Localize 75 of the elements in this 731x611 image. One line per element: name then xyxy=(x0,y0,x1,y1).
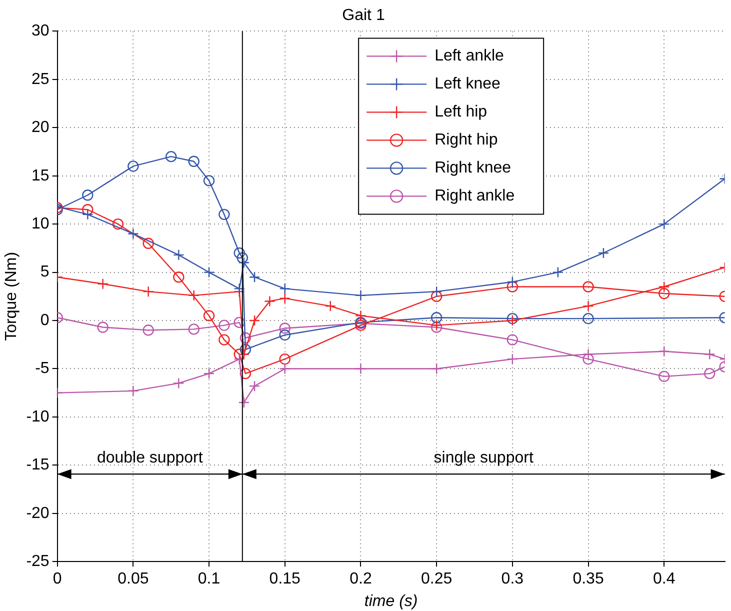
point xyxy=(240,344,252,356)
point xyxy=(218,334,230,346)
legend-label: Left ankle xyxy=(434,48,504,65)
x-tick-label: 0.35 xyxy=(572,570,604,588)
point xyxy=(166,150,177,162)
annotation: single support xyxy=(434,449,534,466)
point xyxy=(234,316,245,328)
point xyxy=(279,353,290,365)
x-tick-label: 0 xyxy=(52,570,62,588)
point xyxy=(430,312,442,324)
point xyxy=(173,272,184,283)
annotation: double support xyxy=(96,449,204,466)
legend-label: Right ankle xyxy=(434,188,515,205)
point xyxy=(188,324,200,335)
point xyxy=(218,208,230,220)
point xyxy=(248,380,260,392)
y-tick-label: 20 xyxy=(32,119,50,136)
x-tick-label: 0.05 xyxy=(118,570,149,588)
legend-label: Left hip xyxy=(434,104,488,121)
point xyxy=(240,332,252,344)
point xyxy=(236,252,248,264)
point xyxy=(203,310,215,322)
point xyxy=(582,312,594,324)
point xyxy=(506,334,518,346)
point xyxy=(658,370,670,382)
point xyxy=(82,190,94,201)
x-tick-label: 0.2 xyxy=(350,570,372,588)
point xyxy=(582,281,594,292)
point xyxy=(112,218,124,230)
y-tick-label: -20 xyxy=(26,504,50,522)
x-tick-label: 0.15 xyxy=(269,570,301,588)
point xyxy=(248,272,260,283)
y-tick-label: 10 xyxy=(32,215,50,232)
point xyxy=(248,314,260,326)
point xyxy=(142,324,154,336)
x-tick-label: 0.25 xyxy=(421,570,452,588)
point xyxy=(128,160,139,172)
y-tick-label: 15 xyxy=(32,167,50,184)
point xyxy=(598,247,610,259)
point xyxy=(582,353,594,365)
point xyxy=(234,247,245,259)
point xyxy=(203,175,215,186)
point xyxy=(279,329,290,341)
point xyxy=(142,238,154,249)
y-tick-label: 5 xyxy=(40,264,50,281)
point xyxy=(240,368,252,380)
point xyxy=(430,290,442,302)
y-tick-label: 0 xyxy=(40,312,50,329)
y-tick-label: -15 xyxy=(26,456,50,474)
x-axis-title: time (s) xyxy=(364,592,418,610)
point xyxy=(506,281,518,292)
y-axis-title: Torque (Nm) xyxy=(3,252,20,341)
point xyxy=(234,348,245,360)
y-tick-label: -25 xyxy=(26,553,50,570)
y-tick-label: -5 xyxy=(35,360,50,378)
point xyxy=(203,368,215,380)
point xyxy=(704,368,716,380)
legend-label: Right hip xyxy=(434,132,498,149)
x-tick-label: 0.4 xyxy=(652,570,676,588)
point xyxy=(658,288,670,300)
point xyxy=(203,266,215,278)
legend-label: Left knee xyxy=(434,76,500,93)
point xyxy=(218,320,230,331)
point xyxy=(188,156,200,167)
legend-label: Right knee xyxy=(434,160,512,177)
point xyxy=(82,204,94,216)
chart-title: Gait 1 xyxy=(342,7,385,24)
y-tick-label: 25 xyxy=(32,70,50,88)
point xyxy=(97,322,108,333)
x-tick-label: 0.1 xyxy=(198,570,220,588)
point xyxy=(279,322,290,334)
y-tick-label: -10 xyxy=(26,408,50,426)
y-tick-label: 30 xyxy=(32,22,50,40)
point xyxy=(552,266,564,278)
x-tick-label: 0.3 xyxy=(501,570,524,588)
